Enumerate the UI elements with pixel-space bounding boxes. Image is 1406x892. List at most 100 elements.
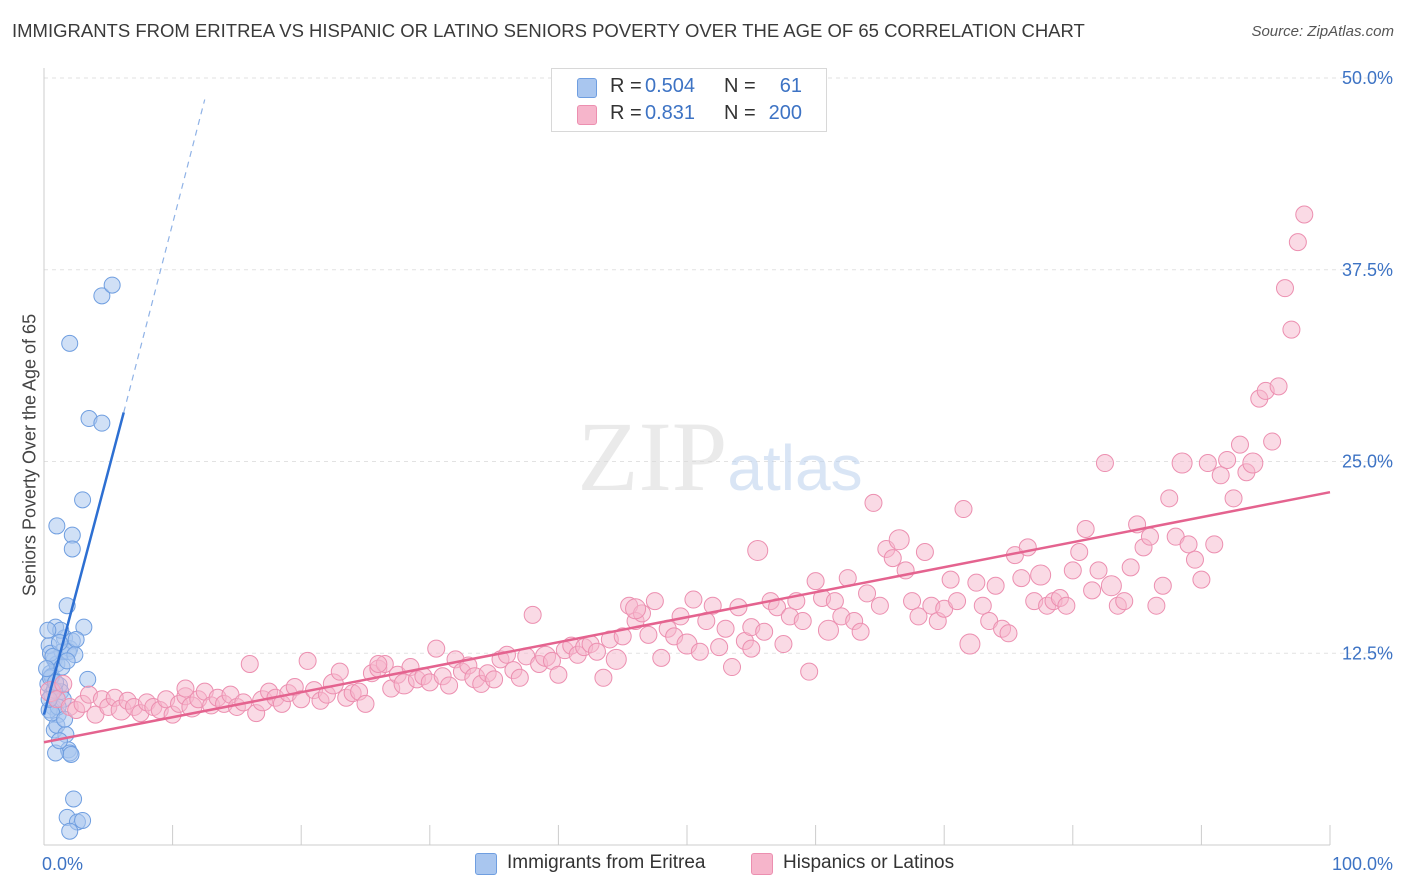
trend-extension-eritrea [123,99,206,413]
data-point-hispanic [1083,581,1102,600]
data-point-hispanic [800,662,819,681]
data-point-eritrea [74,491,92,509]
data-point-eritrea [93,414,111,432]
trend-line-hispanic [43,490,1331,744]
data-point-eritrea [61,334,79,352]
data-point-eritrea [65,790,83,808]
data-point-hispanic [1095,454,1114,473]
data-point-eritrea [75,618,93,636]
data-point-hispanic [858,584,877,603]
data-point-hispanic [941,570,960,589]
data-point-hispanic [1224,489,1243,508]
data-point-hispanic [1153,576,1172,595]
data-point-hispanic [1275,279,1294,298]
data-point-hispanic [1121,558,1140,577]
data-point-hispanic [613,627,632,646]
data-point-hispanic [1070,543,1089,562]
data-point-hispanic [888,529,910,551]
stats-box: R = 0.504 N = 61 R = 0.831 N = 200 [551,68,827,132]
data-point-hispanic [356,694,375,713]
data-point-hispanic [690,642,709,661]
data-point-hispanic [1171,452,1193,474]
data-point-hispanic [954,500,973,519]
r-label: R = [610,102,642,124]
x-tick-label: 100.0% [1332,854,1393,874]
data-point-hispanic [298,651,317,670]
data-point-hispanic [1057,596,1076,615]
data-point-eritrea [62,745,80,763]
data-point-eritrea [63,540,81,558]
data-point-hispanic [870,596,889,615]
legend: Immigrants from Eritrea Hispanics or Lat… [0,852,1406,878]
data-point-hispanic [485,670,504,689]
y-tick-label: 37.5% [1342,260,1393,280]
r-label: R = [610,75,642,97]
data-point-hispanic [497,645,516,664]
data-point-hispanic [587,642,606,661]
data-point-hispanic [1030,564,1052,586]
data-point-hispanic [973,596,992,615]
data-point-hispanic [774,635,793,654]
r-value: 0.831 [645,102,696,124]
data-point-hispanic [54,674,73,693]
y-tick-label: 50.0% [1342,68,1393,88]
data-point-hispanic [427,639,446,658]
data-point-hispanic [1100,575,1122,597]
data-point-hispanic [703,596,722,615]
data-point-hispanic [1198,454,1217,473]
data-point-eritrea [103,276,121,294]
data-point-hispanic [864,493,883,512]
legend-label-hispanic: Hispanics or Latinos [783,852,955,873]
r-value: 0.504 [645,75,696,97]
data-point-hispanic [176,679,195,698]
data-point-eritrea [74,811,92,829]
data-point-hispanic [639,625,658,644]
data-point-hispanic [240,654,259,673]
data-point-hispanic [1269,377,1288,396]
data-point-hispanic [909,607,928,626]
legend-label-eritrea: Immigrants from Eritrea [507,852,706,873]
stats-swatch-hispanic [577,105,597,125]
data-point-hispanic [903,592,922,611]
data-point-hispanic [1295,205,1314,224]
data-point-hispanic [1205,535,1224,554]
data-point-hispanic [1230,435,1249,454]
data-point-hispanic [684,590,703,609]
watermark: ZIPatlas [577,401,862,512]
data-point-hispanic [793,612,812,631]
data-point-hispanic [1076,519,1095,538]
data-point-hispanic [1179,535,1198,554]
data-point-eritrea [61,822,79,840]
data-point-hispanic [986,576,1005,595]
data-point-hispanic [948,592,967,611]
data-point-hispanic [549,665,568,684]
data-point-eritrea [79,670,97,688]
y-tick-label: 25.0% [1342,452,1393,472]
axes [43,68,1331,846]
n-label: N = [724,102,756,124]
data-point-hispanic [959,633,981,655]
data-point-hispanic [645,592,664,611]
data-point-hispanic [523,605,542,624]
tick-labels: 12.5% 25.0% 37.5% 50.0% 0.0% 100.0% [42,68,1393,874]
data-point-hispanic [292,690,311,709]
data-point-hispanic [999,624,1018,643]
data-point-hispanic [594,668,613,687]
data-point-hispanic [710,638,729,657]
data-point-hispanic [1288,233,1307,252]
data-point-hispanic [1115,592,1134,611]
y-tick-label: 12.5% [1342,643,1393,663]
data-point-eritrea [67,630,85,648]
data-point-hispanic [1063,561,1082,580]
data-point-hispanic [510,668,529,687]
data-point-hispanic [440,676,459,695]
data-point-hispanic [330,662,349,681]
trend-lines [42,99,1331,744]
series-hispanic [39,205,1314,724]
data-point-hispanic [1089,561,1108,580]
n-value: 200 [768,102,802,124]
data-point-hispanic [967,573,986,592]
data-point-hispanic [806,572,825,591]
source-credit: Source: ZipAtlas.com [1251,23,1394,40]
